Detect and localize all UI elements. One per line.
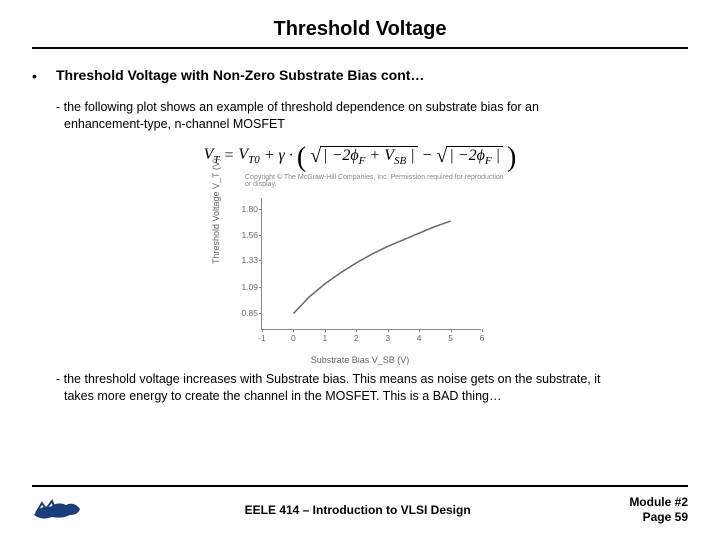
para1-line2: enhancement-type, n-channel MOSFET [56,117,285,131]
chart-curve [262,198,481,329]
xtick-label: 0 [291,333,296,343]
eq-abs1c: | [406,147,414,164]
eq-plus: + [264,147,275,165]
paragraph-2: - the threshold voltage increases with S… [56,371,688,405]
eq-phi1: ϕ [350,147,358,164]
xtick-label: 2 [354,333,359,343]
footer-course: EELE 414 – Introduction to VLSI Design [86,503,629,517]
eq-sqrt2: √ | −2ϕF | [436,145,503,168]
eq-abs2a: | −2 [449,147,476,164]
eq-abs2c: | [492,147,500,164]
plot-area: 0.851.091.331.561.80-10123456 [261,198,481,330]
xtick-label: 6 [480,333,485,343]
xtick-label: 4 [417,333,422,343]
eq-phi2-sub: F [485,155,492,167]
equation-block: VT = VT0 + γ · ( √ | −2ϕF + VSB | − √ [32,145,688,168]
eq-vsb-sub: SB [394,155,406,167]
slide-title: Threshold Voltage [32,18,688,47]
chart-xlabel: Substrate Bias V_SB (V) [215,355,505,365]
para2-line1: - the threshold voltage increases with S… [56,372,601,386]
eq-dot: · [289,147,293,165]
footer: EELE 414 – Introduction to VLSI Design M… [32,485,688,526]
eq-gamma: γ [279,147,285,165]
ytick-label: 1.80 [228,204,258,214]
bullet-1: • Threshold Voltage with Non-Zero Substr… [32,67,688,85]
msu-bobcat-logo [32,495,86,525]
xtick-label: -1 [258,333,266,343]
para2-line2: takes more energy to create the channel … [56,389,501,403]
eq-minus: − [422,147,433,165]
ytick-label: 1.33 [228,255,258,265]
ytick-label: 1.09 [228,282,258,292]
footer-module: Module #2 [629,495,688,511]
chart-container: Copyright © The McGraw-Hill Companies, I… [32,174,688,365]
chart-ylabel: Threshold Voltage V_T (V) [211,158,221,264]
para1-line1: - the following plot shows an example of… [56,100,539,114]
eq-phi2: ϕ [477,147,485,164]
bullet-marker: • [32,67,42,85]
eq-vt0-sub: T0 [248,154,260,166]
eq-abs1a: | −2 [323,147,350,164]
footer-page-info: Module #2 Page 59 [629,495,688,526]
vt-equation: VT = VT0 + γ · ( √ | −2ϕF + VSB | − √ [204,145,517,168]
ytick-label: 0.85 [228,308,258,318]
xtick-label: 3 [385,333,390,343]
bullet-heading: Threshold Voltage with Non-Zero Substrat… [56,67,424,85]
eq-abs1b: + V [365,147,394,164]
footer-page: Page 59 [629,510,688,526]
eq-vt0: V [238,146,248,163]
eq-sqrt1: √ | −2ϕF + VSB | [310,145,417,168]
ytick-label: 1.56 [228,230,258,240]
xtick-label: 1 [322,333,327,343]
paragraph-1: - the following plot shows an example of… [56,99,688,133]
footer-rule [32,485,688,487]
chart-copyright: Copyright © The McGraw-Hill Companies, I… [215,174,505,188]
vt-vs-vsb-chart: Threshold Voltage V_T (V) 0.851.091.331.… [215,190,505,365]
content-area: • Threshold Voltage with Non-Zero Substr… [32,49,688,540]
eq-equals: = [224,147,235,165]
xtick-label: 5 [448,333,453,343]
